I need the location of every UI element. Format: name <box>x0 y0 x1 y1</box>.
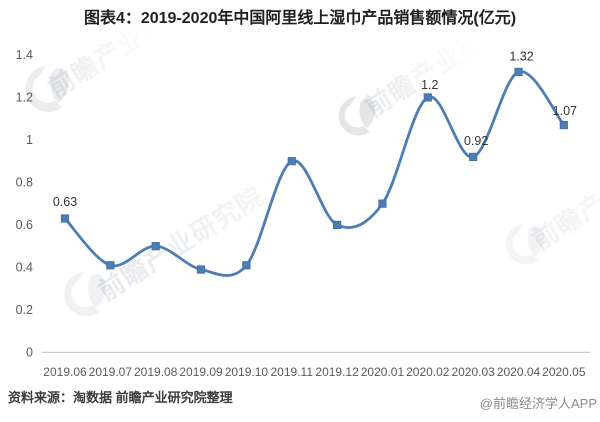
x-tick-label: 2019.10 <box>225 365 269 379</box>
y-tick-label: 0.6 <box>16 218 33 232</box>
x-tick-label: 2020.05 <box>542 365 586 379</box>
y-tick-label: 1.4 <box>16 48 33 62</box>
data-label-1.07: 1.07 <box>553 104 577 118</box>
y-tick-label: 1.2 <box>16 91 33 105</box>
data-point-marker-2020.05 <box>559 120 568 130</box>
data-point-marker-2020.04 <box>514 67 523 76</box>
data-point-marker-2019.07 <box>106 261 115 270</box>
x-tick-label: 2020.02 <box>406 365 450 379</box>
x-tick-label: 2019.11 <box>271 365 314 379</box>
y-tick-label: 1 <box>26 133 33 147</box>
data-point-marker-2020.01 <box>378 199 387 208</box>
x-tick-label: 2019.09 <box>179 365 223 379</box>
x-tick-label: 2019.06 <box>43 365 87 379</box>
y-tick-label: 0.4 <box>16 261 33 275</box>
data-label-0.92: 0.92 <box>464 134 488 148</box>
data-point-marker-2019.08 <box>151 242 160 251</box>
chart-title: 图表4：2019-2020年中国阿里线上湿巾产品销售额情况(亿元) <box>83 10 517 27</box>
data-point-marker-2020.03 <box>469 152 478 161</box>
data-point-marker-2019.10 <box>242 261 251 270</box>
x-tick-label: 2019.12 <box>315 365 359 379</box>
data-point-marker-2019.12 <box>332 220 342 229</box>
x-tick-label: 2020.04 <box>497 365 541 379</box>
data-point-marker-2020.02 <box>423 93 432 102</box>
data-point-marker-2019.11 <box>287 157 296 166</box>
data-label-1.32: 1.32 <box>509 49 533 63</box>
data-point-marker-2019.09 <box>196 265 206 274</box>
data-point-marker-2019.06 <box>60 214 70 223</box>
x-tick-label: 2019.08 <box>134 365 178 379</box>
x-tick-label: 2019.07 <box>89 365 133 379</box>
y-tick-label: 0.8 <box>16 176 33 190</box>
data-label-0.63: 0.63 <box>53 195 77 209</box>
data-label-1.2: 1.2 <box>421 78 438 92</box>
x-tick-label: 2020.03 <box>451 365 495 379</box>
credit-note: @前瞻经济学人APP <box>479 396 597 411</box>
x-tick-label: 2020.01 <box>361 365 405 379</box>
line-series <box>63 70 566 277</box>
y-tick-label: 0 <box>26 346 33 360</box>
source-note: 资料来源：淘数据 前瞻产业研究院整理 <box>8 390 233 405</box>
y-tick-label: 0.2 <box>16 303 33 317</box>
